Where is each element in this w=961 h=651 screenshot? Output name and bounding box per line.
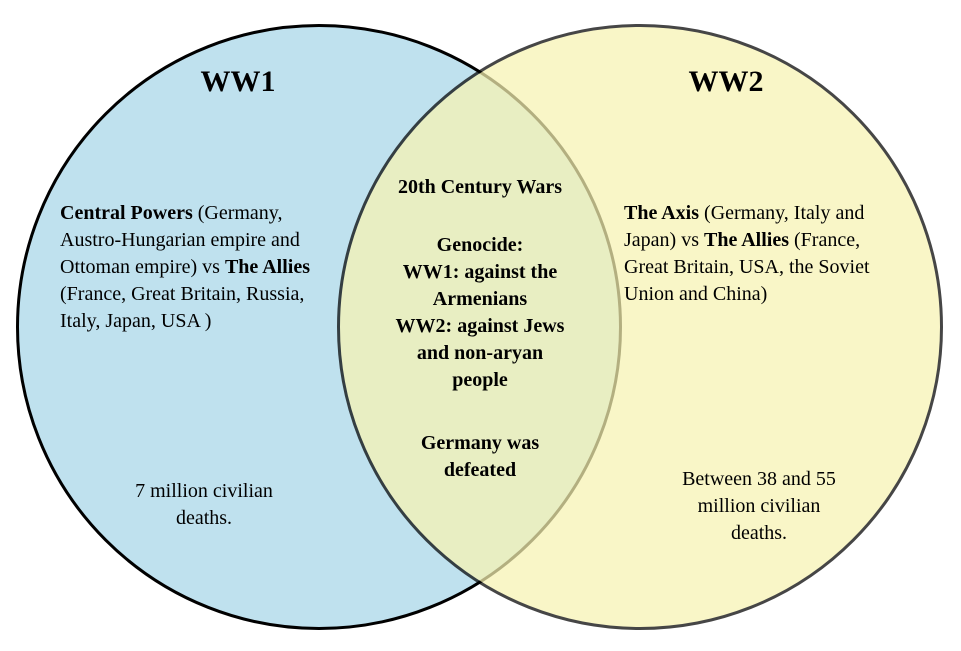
intersection-footer: Germany was defeated [380, 430, 580, 484]
right-set-deaths: Between 38 and 55 million civilian death… [654, 466, 864, 547]
left-set-body: Central Powers (Germany, Austro-Hungaria… [60, 200, 340, 335]
right-deaths-line: million civilian [654, 493, 864, 520]
intersection-line: people [380, 367, 580, 394]
left-set-title: WW1 [178, 62, 298, 103]
left-bold-b: The Allies [225, 256, 310, 278]
intersection-line: WW2: against Jews [380, 313, 580, 340]
venn-diagram: WW1 WW2 20th Century Wars Genocide: WW1:… [0, 0, 961, 651]
intersection-line: and non-aryan [380, 340, 580, 367]
right-set-title: WW2 [666, 62, 786, 103]
intersection-footer-line: Germany was [380, 430, 580, 457]
right-bold-b: The Allies [704, 229, 789, 251]
right-deaths-line: Between 38 and 55 [654, 466, 864, 493]
left-plain-b: (France, Great Britain, Russia, Italy, J… [60, 283, 304, 332]
intersection-line: WW1: against the [380, 259, 580, 286]
right-deaths-line: deaths. [654, 520, 864, 547]
intersection-subtitle: Genocide: [380, 232, 580, 259]
right-set-body: The Axis (Germany, Italy and Japan) vs T… [624, 200, 894, 308]
left-deaths-line: 7 million civilian [104, 478, 304, 505]
left-set-deaths: 7 million civilian deaths. [104, 478, 304, 532]
left-bold-a: Central Powers [60, 202, 193, 224]
intersection-footer-line: defeated [380, 457, 580, 484]
right-bold-a: The Axis [624, 202, 699, 224]
intersection-body: Genocide: WW1: against the Armenians WW2… [380, 232, 580, 394]
intersection-line: Armenians [380, 286, 580, 313]
intersection-heading: 20th Century Wars [380, 174, 580, 201]
left-deaths-line: deaths. [104, 505, 304, 532]
